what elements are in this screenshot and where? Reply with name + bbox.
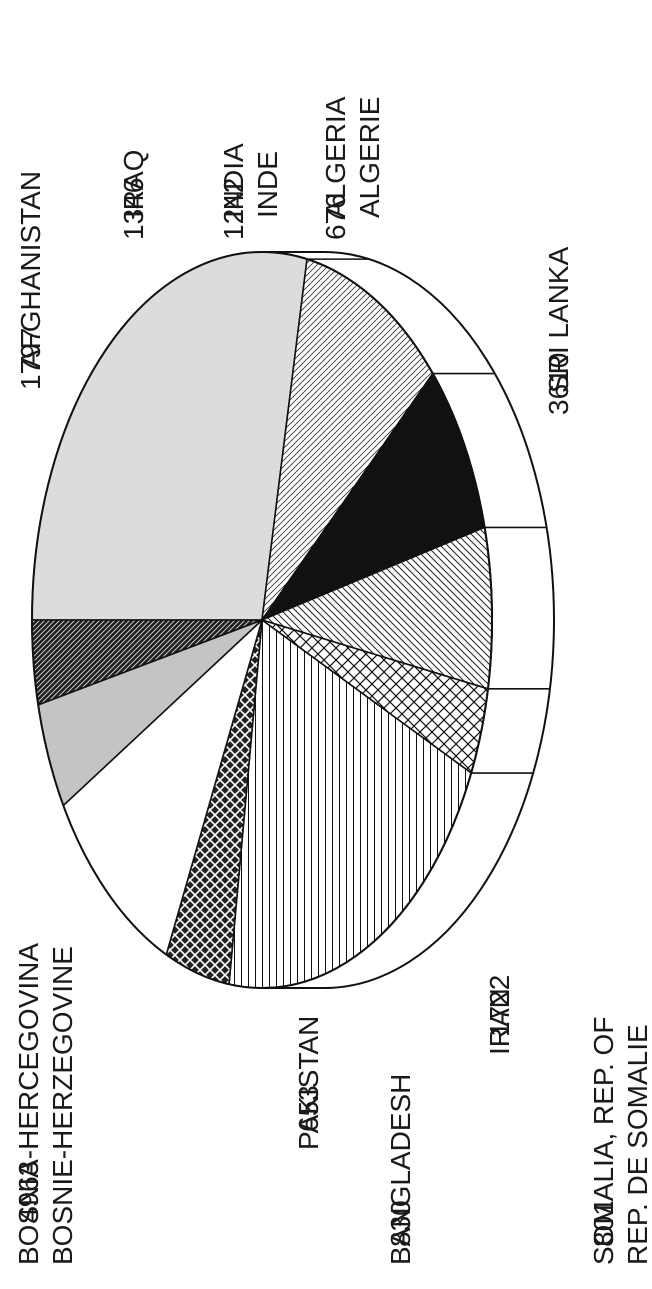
slice-value: 801	[588, 1200, 619, 1247]
slice-name-line: AFGHANISTAN	[15, 171, 46, 368]
slice-value: 1797	[15, 328, 46, 390]
slice-name-line: INDIA	[218, 143, 249, 218]
slice-name-line: BOSNIE-HERZEGOVINE	[47, 946, 78, 1265]
slice-name-line: ALGERIE	[354, 97, 385, 218]
slice-name-line: SOMALIA, REP. OF	[588, 1017, 619, 1265]
slice-name-line: IRAN	[484, 988, 515, 1055]
pie-outline	[31, 251, 493, 989]
slice-value: 676	[320, 193, 351, 240]
slice-name-line: ALGERIA	[320, 96, 351, 218]
slice-name-line: BANGLADESH	[385, 1074, 416, 1265]
slice-name-line: BOSNIA-HERCEGOVINA	[13, 943, 44, 1265]
slice-value: 1346	[118, 178, 149, 240]
slice-name-line: IRAQ	[118, 150, 149, 218]
pie-slices	[31, 251, 493, 989]
slice-value: 4963	[13, 1161, 44, 1223]
slice-value: 830	[385, 1200, 416, 1247]
pie-slice-bosnia-hercegovina	[31, 251, 308, 621]
slice-value: 3610	[543, 353, 574, 415]
slice-name-line: INDE	[252, 151, 283, 218]
slice-name-line: REP. DE SOMALIE	[622, 1024, 652, 1265]
slice-value: 1722	[484, 975, 515, 1037]
slice-name-line: PAKISTAN	[293, 1016, 324, 1150]
slice-name-line: SRI LANKA	[543, 246, 574, 393]
slice-value: 653	[293, 1085, 324, 1132]
pie-labels: BOSNIA-HERCEGOVINA BOSNIE-HERZEGOVINE4963…	[13, 96, 652, 1265]
slice-value: 1242	[218, 178, 249, 240]
